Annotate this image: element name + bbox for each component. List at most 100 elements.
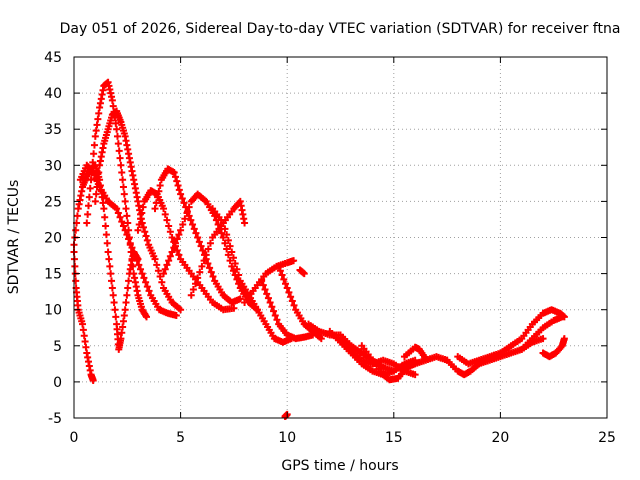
data-point bbox=[175, 231, 183, 239]
data-point bbox=[209, 272, 217, 280]
data-point bbox=[138, 270, 146, 278]
data-point bbox=[85, 193, 93, 201]
data-point bbox=[228, 248, 236, 256]
data-point bbox=[142, 313, 150, 321]
data-point bbox=[92, 190, 100, 198]
data-point bbox=[121, 306, 129, 314]
data-point bbox=[110, 298, 118, 306]
y-axis-label: SDTVAR / TECUs bbox=[6, 180, 22, 295]
data-point bbox=[114, 209, 122, 217]
data-point bbox=[161, 265, 169, 273]
data-point bbox=[112, 313, 120, 321]
data-point bbox=[158, 278, 166, 286]
data-point bbox=[126, 239, 134, 247]
data-point bbox=[174, 182, 182, 190]
data-point bbox=[140, 223, 148, 231]
data-point bbox=[236, 295, 244, 303]
data-point bbox=[166, 252, 174, 260]
data-point bbox=[264, 294, 272, 302]
tick-labels: 0 5 10 15 20 25 -5 0 5 10 15 20 25 30 35 40 45 bbox=[44, 50, 616, 446]
data-point bbox=[287, 293, 295, 301]
x-tick-label: 5 bbox=[176, 430, 185, 446]
data-point bbox=[137, 265, 145, 273]
data-point bbox=[133, 257, 141, 265]
data-point bbox=[198, 262, 206, 270]
data-point bbox=[100, 205, 108, 213]
data-point bbox=[288, 297, 296, 305]
data-point bbox=[241, 219, 249, 227]
data-point bbox=[171, 239, 179, 247]
data-point bbox=[170, 169, 178, 177]
data-point bbox=[181, 215, 189, 223]
data-point bbox=[156, 182, 164, 190]
data-point bbox=[73, 212, 81, 220]
data-point bbox=[108, 284, 116, 292]
y-tick-label: 45 bbox=[44, 50, 62, 66]
data-point bbox=[106, 262, 114, 270]
series-trace-10 bbox=[209, 205, 295, 346]
data-point bbox=[123, 291, 131, 299]
data-point bbox=[122, 298, 130, 306]
data-point bbox=[165, 222, 173, 230]
y-tick-label: 10 bbox=[44, 303, 62, 319]
data-point bbox=[204, 259, 212, 267]
data-point bbox=[187, 216, 195, 224]
data-point bbox=[206, 264, 214, 272]
data-point bbox=[411, 371, 419, 379]
data-point bbox=[278, 271, 286, 279]
data-point bbox=[111, 306, 119, 314]
data-point bbox=[195, 238, 203, 246]
x-tick-label: 10 bbox=[278, 430, 296, 446]
data-point bbox=[130, 248, 138, 256]
x-tick-label: 20 bbox=[491, 430, 509, 446]
series-trace-20 bbox=[400, 343, 430, 363]
data-point bbox=[115, 147, 123, 155]
data-point bbox=[224, 236, 232, 244]
data-point bbox=[317, 335, 325, 343]
data-point bbox=[178, 195, 186, 203]
data-point bbox=[138, 209, 146, 217]
data-point bbox=[171, 173, 179, 181]
data-point bbox=[218, 229, 226, 237]
data-point bbox=[422, 355, 430, 363]
y-tick-label: 25 bbox=[44, 194, 62, 210]
data-point bbox=[84, 202, 92, 210]
data-point bbox=[187, 291, 195, 299]
data-point bbox=[276, 267, 284, 275]
data-point bbox=[123, 212, 131, 220]
data-point bbox=[90, 150, 98, 158]
data-point bbox=[192, 229, 200, 237]
data-point bbox=[165, 257, 173, 265]
data-point bbox=[223, 231, 231, 239]
data-point bbox=[560, 335, 568, 343]
data-point bbox=[185, 203, 193, 211]
data-point bbox=[539, 335, 547, 343]
data-point bbox=[189, 285, 197, 293]
y-tick-label: 20 bbox=[44, 231, 62, 247]
ticks bbox=[73, 56, 608, 419]
data-point bbox=[192, 280, 200, 288]
data-point bbox=[116, 213, 124, 221]
data-marks bbox=[70, 78, 568, 421]
data-point bbox=[163, 216, 171, 224]
data-point bbox=[259, 281, 267, 289]
data-point bbox=[119, 183, 127, 191]
data-point bbox=[122, 205, 130, 213]
data-point bbox=[230, 304, 238, 312]
data-point bbox=[72, 277, 80, 285]
data-point bbox=[135, 261, 143, 269]
data-point bbox=[114, 140, 122, 148]
data-point bbox=[160, 205, 168, 213]
data-point bbox=[145, 287, 153, 295]
y-tick-label: 35 bbox=[44, 122, 62, 138]
data-point bbox=[143, 283, 151, 291]
data-point bbox=[140, 274, 148, 282]
series-trace-2 bbox=[83, 78, 150, 321]
data-point bbox=[183, 209, 191, 217]
data-point bbox=[226, 242, 234, 250]
data-point bbox=[108, 277, 116, 285]
data-point bbox=[113, 125, 121, 133]
data-point bbox=[117, 161, 125, 169]
data-point bbox=[229, 254, 237, 262]
y-tick-label: 5 bbox=[53, 339, 62, 355]
